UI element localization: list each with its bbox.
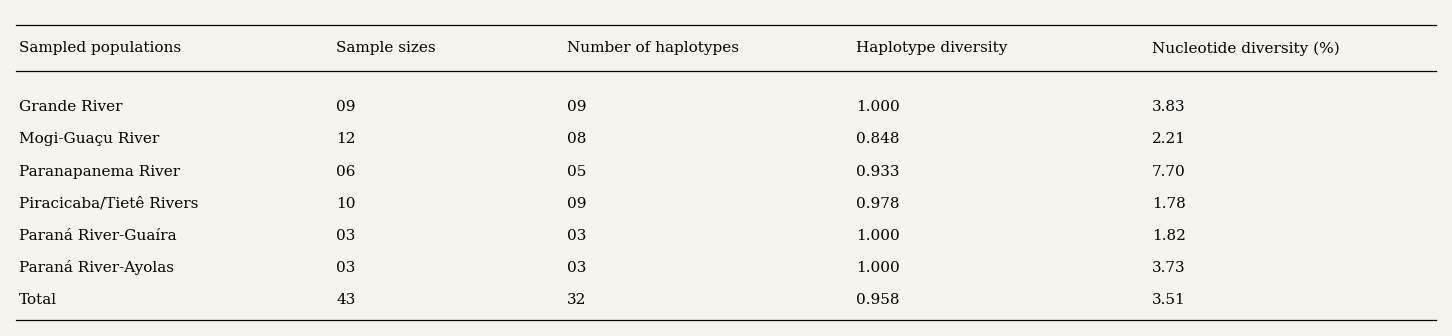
Text: 43: 43 bbox=[337, 293, 356, 307]
Text: Grande River: Grande River bbox=[19, 100, 122, 114]
Text: 1.82: 1.82 bbox=[1151, 229, 1186, 243]
Text: Paraná River-Ayolas: Paraná River-Ayolas bbox=[19, 260, 174, 276]
Text: Piracicaba/Tietê Rivers: Piracicaba/Tietê Rivers bbox=[19, 197, 197, 211]
Text: Number of haplotypes: Number of haplotypes bbox=[568, 41, 739, 55]
Text: Nucleotide diversity (%): Nucleotide diversity (%) bbox=[1151, 41, 1340, 55]
Text: 09: 09 bbox=[568, 100, 587, 114]
Text: 1.000: 1.000 bbox=[855, 229, 900, 243]
Text: Haplotype diversity: Haplotype diversity bbox=[855, 41, 1008, 55]
Text: 03: 03 bbox=[568, 261, 587, 275]
Text: 7.70: 7.70 bbox=[1151, 165, 1186, 179]
Text: 09: 09 bbox=[568, 197, 587, 211]
Text: 03: 03 bbox=[337, 229, 356, 243]
Text: 0.933: 0.933 bbox=[855, 165, 899, 179]
Text: Sample sizes: Sample sizes bbox=[337, 41, 436, 55]
Text: Total: Total bbox=[19, 293, 57, 307]
Text: Paranapanema River: Paranapanema River bbox=[19, 165, 180, 179]
Text: 1.78: 1.78 bbox=[1151, 197, 1186, 211]
Text: 32: 32 bbox=[568, 293, 587, 307]
Text: Paraná River-Guaíra: Paraná River-Guaíra bbox=[19, 229, 176, 243]
Text: 3.51: 3.51 bbox=[1151, 293, 1186, 307]
Text: 06: 06 bbox=[337, 165, 356, 179]
Text: 0.978: 0.978 bbox=[855, 197, 899, 211]
Text: 08: 08 bbox=[568, 132, 587, 146]
Text: 3.83: 3.83 bbox=[1151, 100, 1185, 114]
Text: 0.848: 0.848 bbox=[855, 132, 899, 146]
Text: 2.21: 2.21 bbox=[1151, 132, 1186, 146]
Text: 3.73: 3.73 bbox=[1151, 261, 1185, 275]
Text: Sampled populations: Sampled populations bbox=[19, 41, 180, 55]
Text: 10: 10 bbox=[337, 197, 356, 211]
Text: 03: 03 bbox=[337, 261, 356, 275]
Text: 1.000: 1.000 bbox=[855, 100, 900, 114]
Text: 03: 03 bbox=[568, 229, 587, 243]
Text: 1.000: 1.000 bbox=[855, 261, 900, 275]
Text: 05: 05 bbox=[568, 165, 587, 179]
Text: 0.958: 0.958 bbox=[855, 293, 899, 307]
Text: 09: 09 bbox=[337, 100, 356, 114]
Text: Mogi-Guaçu River: Mogi-Guaçu River bbox=[19, 132, 158, 146]
Text: 12: 12 bbox=[337, 132, 356, 146]
